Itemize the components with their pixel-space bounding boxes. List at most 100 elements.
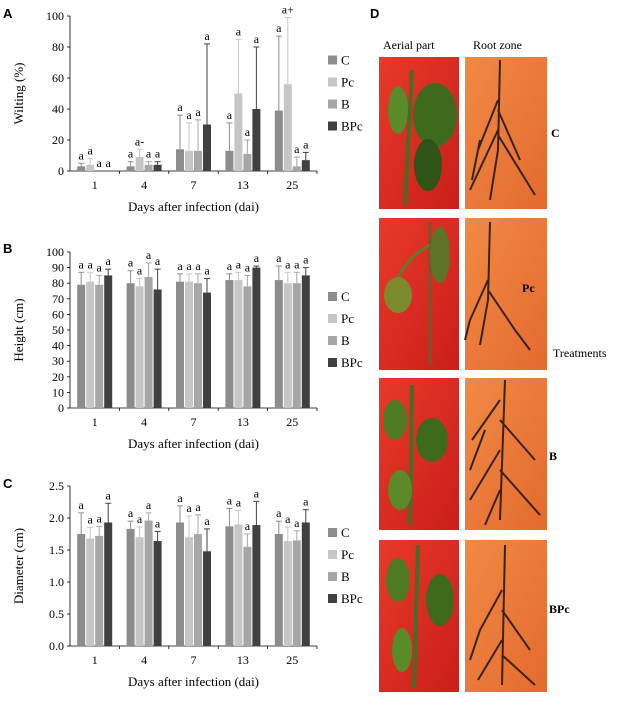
y-tick-label: 100 bbox=[46, 9, 64, 23]
bar-label: a bbox=[128, 147, 134, 161]
y-axis-label: Diameter (cm) bbox=[11, 528, 26, 604]
legend-label: BPc bbox=[341, 355, 363, 370]
bar bbox=[252, 267, 261, 408]
photo-panel: Aerial part Root zone C bbox=[379, 38, 607, 692]
bar-label: a bbox=[195, 500, 201, 514]
bar-label: a bbox=[285, 257, 291, 271]
x-axis-label: Days after infection (dai) bbox=[128, 436, 259, 451]
bar bbox=[234, 524, 243, 646]
bar bbox=[194, 283, 202, 408]
bar-label: a bbox=[177, 100, 183, 114]
legend-swatch bbox=[328, 594, 337, 603]
row-label-bpc: BPc bbox=[549, 602, 570, 616]
bar-label: a bbox=[137, 264, 143, 278]
bar bbox=[301, 522, 310, 646]
bar-label: a bbox=[155, 516, 161, 530]
x-tick-label: 1 bbox=[92, 178, 98, 192]
bar bbox=[243, 286, 252, 408]
bar bbox=[104, 522, 113, 646]
header-root-zone: Root zone bbox=[473, 38, 522, 52]
x-tick-label: 4 bbox=[141, 178, 147, 192]
bar bbox=[203, 124, 211, 171]
root-photo-b bbox=[465, 378, 547, 530]
bar bbox=[194, 150, 202, 171]
bar bbox=[225, 150, 234, 171]
bar bbox=[234, 280, 243, 408]
y-tick-label: 0 bbox=[58, 164, 64, 178]
bar bbox=[292, 283, 301, 408]
bar bbox=[203, 551, 211, 646]
legend-swatch bbox=[328, 55, 337, 65]
legend-label: Pc bbox=[341, 311, 354, 326]
bar bbox=[274, 534, 283, 646]
chart-wilting: 0 20 40 60 80 100 Wilting (%) Days after infect… bbox=[11, 3, 363, 214]
bar-label: a bbox=[79, 498, 85, 512]
x-axis-label: Days after infection (dai) bbox=[128, 199, 259, 214]
bar-label: a bbox=[106, 254, 112, 268]
bar bbox=[77, 284, 86, 408]
y-tick-label: 0.5 bbox=[49, 607, 64, 621]
bar bbox=[135, 157, 144, 171]
bar-label: a bbox=[106, 488, 112, 502]
y-tick-label: 90 bbox=[52, 261, 64, 275]
legend-label: B bbox=[341, 333, 350, 348]
bar bbox=[243, 546, 252, 646]
bar bbox=[86, 538, 95, 646]
bar-label: a bbox=[204, 29, 210, 43]
bar-label: a bbox=[128, 506, 134, 520]
bar-label: a bbox=[227, 259, 233, 273]
y-tick-label: 100 bbox=[46, 245, 64, 259]
x-tick-label: 25 bbox=[286, 653, 298, 667]
bar-label: a bbox=[294, 257, 300, 271]
bar-label: a bbox=[88, 513, 94, 527]
bar-label: a bbox=[227, 108, 233, 122]
y-tick-label: 0.0 bbox=[49, 639, 64, 653]
bar bbox=[77, 166, 86, 171]
x-tick-label: 7 bbox=[191, 178, 197, 192]
legend-swatch bbox=[328, 99, 337, 109]
legend-swatch bbox=[328, 528, 337, 537]
bar bbox=[292, 166, 301, 171]
bar bbox=[95, 284, 104, 408]
bar bbox=[126, 166, 135, 171]
header-aerial-part: Aerial part bbox=[383, 38, 435, 52]
panel-letter-b: B bbox=[3, 241, 12, 256]
bar bbox=[176, 522, 184, 646]
bar bbox=[176, 281, 184, 408]
bar bbox=[153, 164, 162, 171]
bar bbox=[252, 525, 261, 646]
y-tick-label: 1.5 bbox=[49, 543, 64, 557]
bar-label: a bbox=[254, 486, 260, 500]
bar bbox=[126, 283, 135, 408]
bar-label: a bbox=[236, 495, 242, 509]
bar bbox=[86, 164, 95, 171]
y-tick-label: 50 bbox=[52, 323, 64, 337]
bar-label: a bbox=[303, 495, 309, 509]
legend-label: Pc bbox=[341, 75, 354, 90]
y-tick-label: 40 bbox=[52, 102, 64, 116]
bar bbox=[77, 534, 86, 646]
bar bbox=[225, 526, 234, 646]
y-axis-label: Wilting (%) bbox=[11, 63, 26, 125]
bar-label: a+ bbox=[282, 3, 294, 17]
bar bbox=[292, 540, 301, 646]
bar bbox=[301, 160, 310, 171]
bar-label: a bbox=[128, 256, 134, 270]
legend-label: BPc bbox=[341, 119, 363, 134]
x-tick-label: 7 bbox=[191, 653, 197, 667]
bar-label: a bbox=[303, 253, 309, 267]
x-tick-label: 13 bbox=[237, 415, 249, 429]
x-tick-label: 13 bbox=[237, 653, 249, 667]
bar bbox=[153, 289, 162, 408]
bar-label: a bbox=[186, 108, 192, 122]
bar bbox=[234, 93, 243, 171]
bar-label: a bbox=[236, 257, 242, 271]
photo-row-bpc: BPc bbox=[379, 540, 570, 692]
y-tick-label: 80 bbox=[52, 40, 64, 54]
photo-row-c: C bbox=[379, 57, 560, 209]
x-tick-label: 25 bbox=[286, 178, 298, 192]
legend-swatch bbox=[328, 572, 337, 581]
y-tick-label: 60 bbox=[52, 307, 64, 321]
bar bbox=[144, 164, 153, 171]
panel-letter-c: C bbox=[3, 476, 13, 491]
